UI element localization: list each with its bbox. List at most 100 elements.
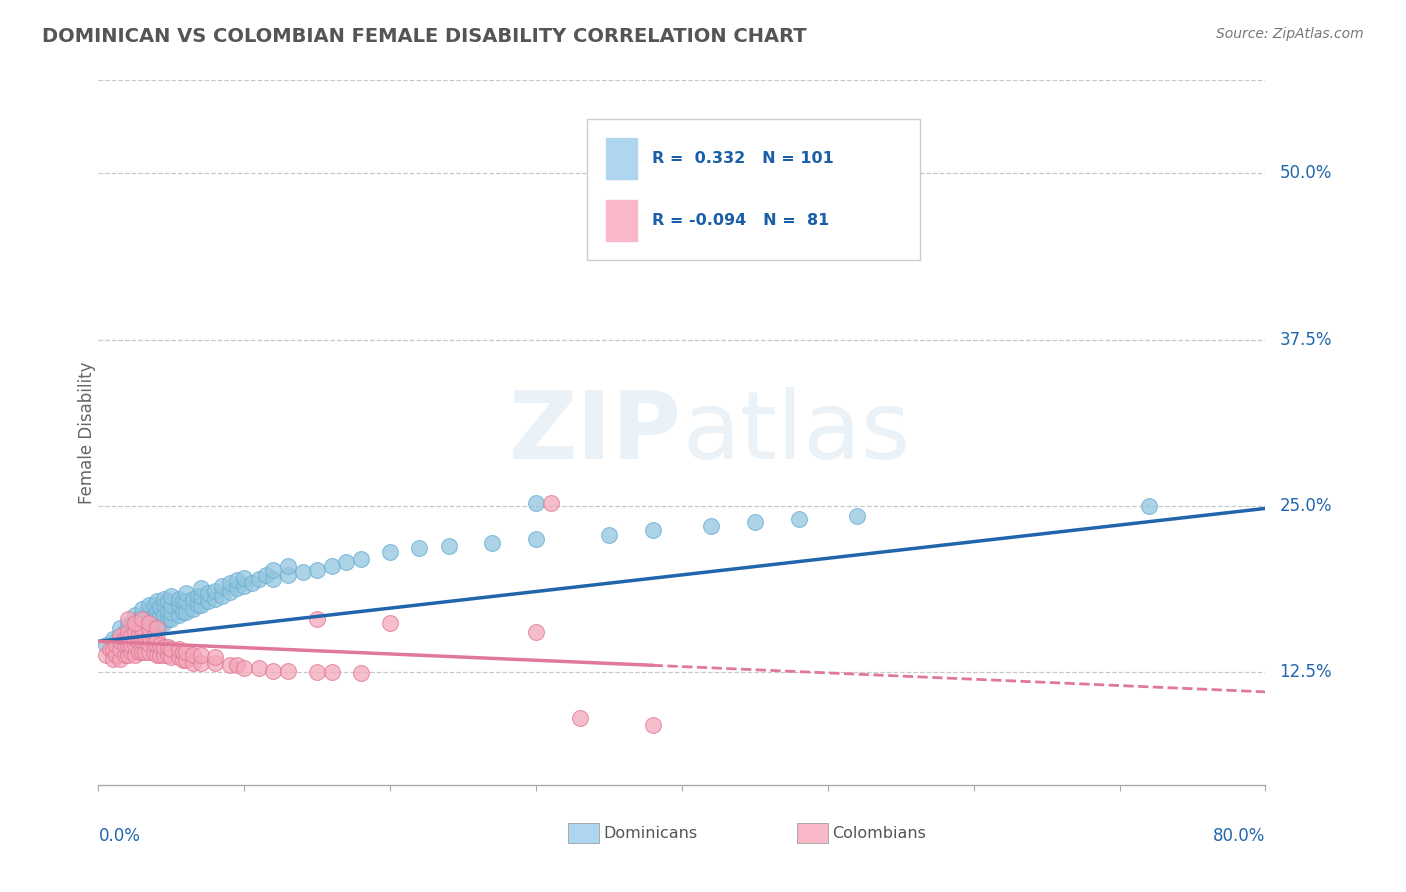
- Point: [190, 648, 212, 662]
- Point: [204, 583, 226, 598]
- Point: [138, 612, 160, 626]
- Point: [117, 625, 139, 640]
- Point: [335, 555, 357, 569]
- Text: ZIP: ZIP: [509, 386, 682, 479]
- Point: [641, 523, 664, 537]
- Point: [142, 637, 165, 651]
- Point: [142, 629, 165, 643]
- Point: [131, 634, 153, 648]
- Point: [181, 656, 204, 670]
- Point: [124, 625, 146, 640]
- Point: [142, 599, 165, 613]
- Point: [124, 625, 146, 640]
- Point: [131, 625, 153, 640]
- Point: [172, 653, 194, 667]
- Point: [134, 645, 156, 659]
- Point: [350, 552, 373, 566]
- Point: [190, 599, 212, 613]
- Y-axis label: Female Disability: Female Disability: [79, 361, 96, 504]
- Point: [350, 666, 373, 681]
- Point: [110, 621, 132, 635]
- Point: [408, 541, 430, 556]
- Point: [131, 607, 153, 622]
- Point: [218, 585, 240, 599]
- Point: [291, 566, 314, 580]
- Point: [157, 594, 180, 608]
- Point: [254, 567, 277, 582]
- Point: [101, 642, 124, 657]
- Point: [124, 638, 146, 652]
- Point: [160, 599, 183, 613]
- Point: [120, 645, 142, 659]
- Point: [787, 512, 810, 526]
- Point: [117, 625, 139, 640]
- Point: [138, 637, 160, 651]
- Point: [101, 632, 124, 646]
- Point: [153, 615, 176, 630]
- Point: [157, 648, 180, 662]
- Point: [190, 581, 212, 595]
- Point: [380, 615, 402, 630]
- Point: [160, 650, 183, 665]
- Point: [524, 532, 547, 546]
- Point: [262, 664, 284, 678]
- Point: [110, 629, 132, 643]
- Point: [181, 591, 204, 606]
- Point: [117, 634, 139, 648]
- Text: 37.5%: 37.5%: [1279, 331, 1331, 349]
- Point: [197, 586, 219, 600]
- Point: [138, 621, 160, 635]
- Text: R =  0.332   N = 101: R = 0.332 N = 101: [652, 151, 834, 166]
- Point: [153, 599, 176, 613]
- Point: [131, 615, 153, 630]
- Point: [131, 621, 153, 635]
- Point: [262, 563, 284, 577]
- Point: [167, 599, 190, 613]
- Point: [134, 612, 156, 626]
- Point: [380, 545, 402, 559]
- Point: [98, 642, 121, 657]
- Point: [226, 658, 249, 673]
- Point: [138, 599, 160, 613]
- Point: [117, 612, 139, 626]
- Point: [110, 634, 132, 648]
- Point: [157, 612, 180, 626]
- Point: [128, 626, 150, 640]
- Point: [218, 658, 240, 673]
- Point: [307, 563, 329, 577]
- Text: Source: ZipAtlas.com: Source: ZipAtlas.com: [1216, 27, 1364, 41]
- Point: [146, 621, 169, 635]
- Point: [167, 607, 190, 622]
- Point: [149, 648, 172, 662]
- Point: [138, 645, 160, 659]
- Point: [172, 645, 194, 659]
- Point: [437, 539, 460, 553]
- Point: [233, 661, 256, 675]
- Point: [160, 642, 183, 657]
- Point: [172, 605, 194, 619]
- Point: [226, 573, 249, 587]
- Point: [104, 648, 127, 662]
- Point: [124, 607, 146, 622]
- Point: [117, 632, 139, 646]
- Point: [233, 570, 256, 584]
- Point: [187, 589, 209, 603]
- Point: [146, 648, 169, 662]
- Point: [114, 632, 136, 646]
- Point: [146, 618, 169, 632]
- Point: [157, 605, 180, 619]
- Point: [114, 638, 136, 652]
- Point: [598, 528, 620, 542]
- Point: [321, 558, 343, 573]
- Point: [204, 650, 226, 665]
- Point: [120, 628, 142, 642]
- Point: [277, 664, 299, 678]
- Point: [641, 718, 664, 732]
- Point: [153, 640, 176, 654]
- Point: [149, 599, 172, 614]
- Point: [174, 594, 197, 608]
- Point: [218, 575, 240, 590]
- Point: [138, 605, 160, 619]
- Point: [124, 632, 146, 646]
- Point: [157, 640, 180, 654]
